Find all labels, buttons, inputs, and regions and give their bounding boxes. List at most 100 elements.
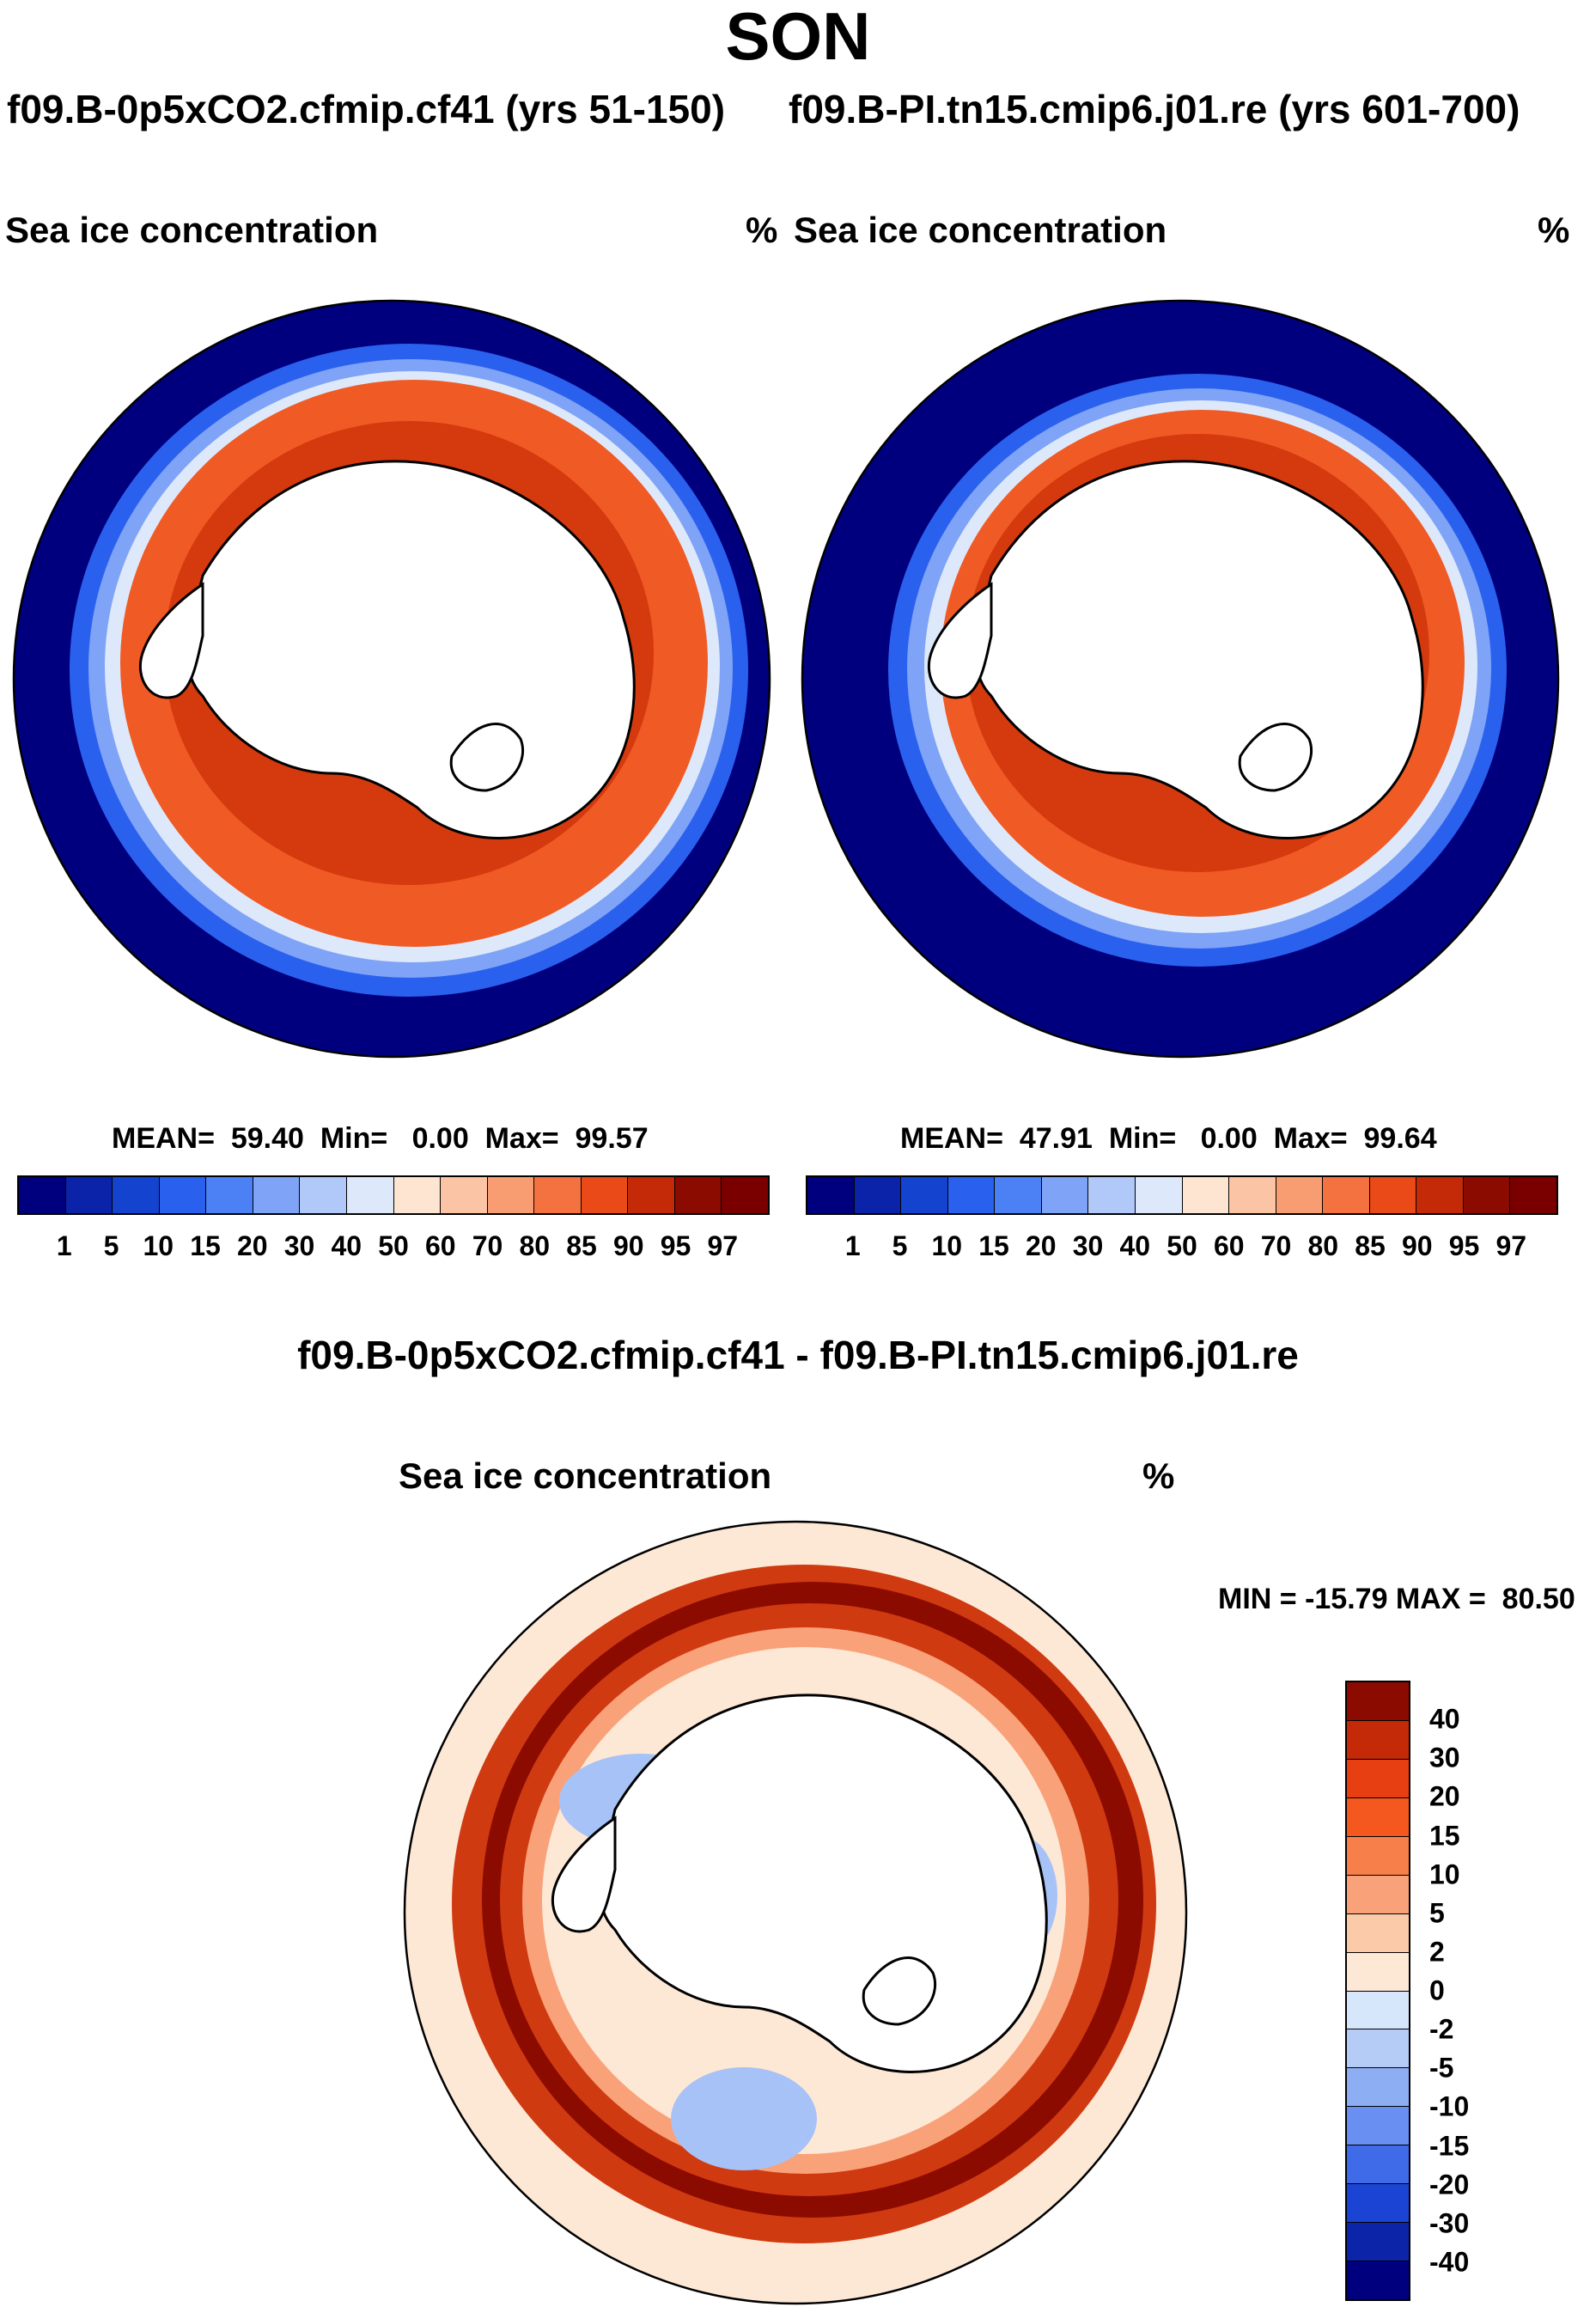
left-colorbar-label: 1 [56, 1230, 72, 1261]
left-colorbar-box [441, 1177, 488, 1213]
diff-colorbar-label: 40 [1429, 1703, 1460, 1735]
right-colorbar-box [1323, 1177, 1370, 1213]
diff-colorbar [1345, 1681, 1410, 2301]
left-colorbar-label: 20 [236, 1230, 268, 1261]
right-colorbar-box [1369, 1177, 1417, 1213]
left-colorbar-label: 95 [660, 1230, 691, 1261]
diff-colorbar-label: -15 [1429, 2130, 1470, 2161]
left-colorbar-label: 80 [519, 1230, 551, 1261]
diff-colorbar-label: -40 [1429, 2246, 1470, 2278]
diff-colorbar-label: 5 [1429, 1897, 1445, 1929]
diff-colorbar-labels: 40 30 20 15 10 5 2 0 -2 -5 -10 -15 -20 -30 -40 [1429, 1681, 1532, 2301]
right-colorbar-box [901, 1177, 948, 1213]
right-colorbar-labels: 1 5 10 15 20 30 40 50 60 70 80 85 90 95 97 [806, 1230, 1558, 1265]
right-colorbar-box [854, 1177, 902, 1213]
diff-colorbar-label: -30 [1429, 2207, 1470, 2239]
diff-title: f09.B-0p5xCO2.cfmip.cf41 - f09.B-PI.tn15… [297, 1333, 1299, 1377]
left-colorbar-label: 5 [103, 1230, 119, 1261]
diff-colorbar-box [1347, 2029, 1409, 2069]
right-colorbar-box [1182, 1177, 1230, 1213]
left-colorbar-box [346, 1177, 394, 1213]
left-colorbar-box [65, 1177, 113, 1213]
right-colorbar-box [1041, 1177, 1089, 1213]
right-colorbar-box [1135, 1177, 1183, 1213]
diff-stats: MIN = -15.79 MAX = 80.50 [1218, 1583, 1575, 1615]
left-colorbar-label: 70 [472, 1230, 503, 1261]
right-colorbar-label: 95 [1448, 1230, 1480, 1261]
right-variable-label: Sea ice concentration [794, 210, 1167, 250]
right-colorbar-label: 85 [1355, 1230, 1386, 1261]
diff-colorbar-box [1347, 2107, 1409, 2146]
case-a-title: f09.B-0p5xCO2.cfmip.cf41 (yrs 51-150) [7, 87, 726, 131]
diff-colorbar-box [1347, 1797, 1409, 1837]
diff-colorbar-label: -5 [1429, 2052, 1454, 2084]
diff-colorbar-label: 0 [1429, 1974, 1445, 2006]
right-colorbar-label: 15 [978, 1230, 1009, 1261]
left-colorbar-box [674, 1177, 722, 1213]
diff-colorbar-label: 15 [1429, 1820, 1460, 1851]
diff-colorbar-box [1347, 2261, 1409, 2299]
left-colorbar-box [19, 1177, 66, 1213]
diff-colorbar-box [1347, 1875, 1409, 1914]
diff-colorbar-box [1347, 1720, 1409, 1760]
left-colorbar-box [722, 1177, 768, 1213]
left-polar-map [12, 299, 771, 1059]
left-colorbar-label: 10 [143, 1230, 174, 1261]
diff-polar-map [403, 1520, 1188, 2305]
left-colorbar-box [300, 1177, 347, 1213]
right-colorbar-label: 20 [1025, 1230, 1057, 1261]
left-colorbar-label: 60 [424, 1230, 456, 1261]
diff-colorbar-label: 10 [1429, 1858, 1460, 1890]
diff-colorbar-box [1347, 1836, 1409, 1876]
diff-variable-label: Sea ice concentration [399, 1456, 772, 1496]
left-colorbar-label: 50 [378, 1230, 409, 1261]
left-colorbar-box [206, 1177, 253, 1213]
diff-colorbar-label: 20 [1429, 1780, 1460, 1812]
diff-colorbar-label: 30 [1429, 1742, 1460, 1773]
diff-colorbar-label: 2 [1429, 1936, 1445, 1968]
right-colorbar-label: 5 [892, 1230, 908, 1261]
left-colorbar-box [113, 1177, 160, 1213]
left-colorbar-label: 97 [707, 1230, 739, 1261]
right-colorbar-label: 1 [844, 1230, 861, 1261]
diff-colorbar-box [1347, 2068, 1409, 2108]
diff-colorbar-box [1347, 2145, 1409, 2185]
right-units-label: % [1538, 210, 1570, 250]
diff-colorbar-box [1347, 1759, 1409, 1798]
right-colorbar-label: 70 [1260, 1230, 1292, 1261]
left-colorbar-box [393, 1177, 442, 1213]
diff-colorbar-box [1347, 2223, 1409, 2262]
left-colorbar-box [159, 1177, 207, 1213]
left-stats: MEAN= 59.40 Min= 0.00 Max= 99.57 [112, 1122, 649, 1155]
right-colorbar-box [1416, 1177, 1464, 1213]
diff-colorbar-label: -10 [1429, 2090, 1470, 2122]
left-colorbar [17, 1175, 770, 1215]
left-colorbar-label: 40 [331, 1230, 362, 1261]
right-colorbar-label: 10 [931, 1230, 963, 1261]
diff-colorbar-box [1347, 1913, 1409, 1953]
left-colorbar-box [628, 1177, 675, 1213]
right-colorbar-box [1229, 1177, 1276, 1213]
right-colorbar-box [947, 1177, 996, 1213]
diff-colorbar-box [1347, 1952, 1409, 1992]
right-colorbar-box [807, 1177, 855, 1213]
right-colorbar-label: 30 [1072, 1230, 1104, 1261]
right-colorbar-box [995, 1177, 1042, 1213]
right-colorbar-box [1276, 1177, 1324, 1213]
left-colorbar-box [253, 1177, 301, 1213]
right-colorbar-label: 40 [1119, 1230, 1151, 1261]
diff-negative-area-b [671, 2067, 817, 2170]
right-colorbar-label: 80 [1307, 1230, 1339, 1261]
left-colorbar-label: 85 [566, 1230, 597, 1261]
left-colorbar-label: 30 [283, 1230, 315, 1261]
diff-colorbar-box [1347, 2184, 1409, 2224]
figure-title: SON [725, 0, 871, 74]
diff-units-label: % [1142, 1456, 1175, 1496]
diff-colorbar-box [1347, 1682, 1409, 1721]
case-b-title: f09.B-PI.tn15.cmip6.j01.re (yrs 601-700) [789, 87, 1520, 131]
right-polar-map [801, 299, 1560, 1059]
diff-colorbar-label: -2 [1429, 2013, 1454, 2045]
right-stats: MEAN= 47.91 Min= 0.00 Max= 99.64 [900, 1122, 1437, 1155]
right-colorbar-label: 60 [1213, 1230, 1245, 1261]
right-colorbar-label: 97 [1495, 1230, 1527, 1261]
